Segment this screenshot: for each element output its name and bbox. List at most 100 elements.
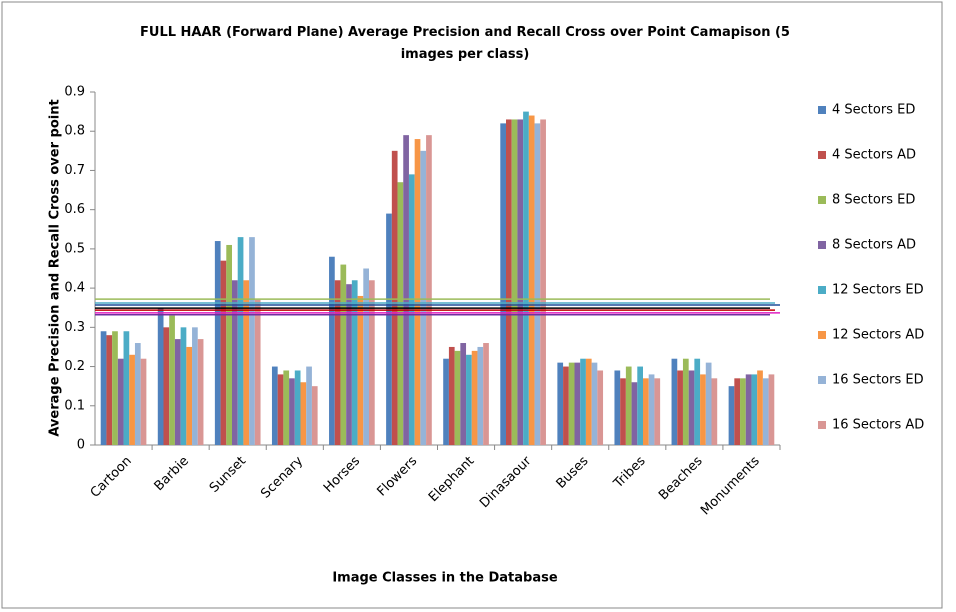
bar: [112, 331, 118, 445]
bar: [671, 358, 678, 445]
legend-label: 12 Sectors AD: [832, 328, 924, 343]
bar: [283, 370, 290, 445]
bar: [414, 139, 421, 446]
legend-label: 16 Sectors ED: [832, 373, 924, 388]
bar: [694, 358, 701, 445]
bar: [757, 370, 763, 445]
bar: [557, 362, 564, 445]
bar: [643, 378, 649, 445]
bar: [192, 327, 198, 445]
bar: [351, 280, 358, 445]
legend-label: 4 Sectors AD: [832, 148, 916, 163]
bar: [334, 280, 341, 445]
chart-title: FULL HAAR (Forward Plane) Average Precis…: [140, 25, 790, 62]
bar: [728, 386, 735, 445]
legend-label: 12 Sectors ED: [832, 283, 924, 298]
bar: [762, 378, 769, 445]
bar: [591, 362, 598, 445]
bar: [426, 135, 432, 445]
bar: [186, 346, 193, 445]
bar: [100, 331, 107, 445]
bar: [768, 374, 775, 445]
y-tick-label: 0.2: [64, 359, 85, 374]
bar: [391, 150, 398, 446]
legend-swatch: [818, 151, 826, 159]
bar: [311, 386, 318, 445]
legend-label: 8 Sectors ED: [832, 193, 915, 208]
bar: [688, 370, 695, 445]
bar: [597, 370, 604, 445]
bar: [346, 284, 352, 445]
bar: [614, 370, 621, 445]
bar: [329, 256, 335, 445]
bar: [705, 362, 712, 445]
y-axis-label: Average Precision and Recall Cross over …: [48, 99, 63, 436]
bar: [471, 350, 478, 445]
bar: [306, 366, 312, 445]
bar: [243, 280, 250, 445]
bar: [197, 339, 204, 445]
bar: [180, 327, 187, 445]
y-tick-label: 0.8: [64, 124, 85, 139]
bar: [477, 346, 484, 445]
bar: [134, 343, 141, 445]
bar: [294, 370, 301, 445]
y-tick-label: 0.1: [64, 398, 85, 413]
bar: [277, 374, 284, 445]
bar: [528, 115, 535, 446]
bar: [700, 374, 706, 445]
bar: [254, 299, 261, 445]
bar: [631, 382, 638, 445]
legend-label: 16 Sectors AD: [832, 418, 924, 433]
x-axis-label: Image Classes in the Database: [332, 571, 558, 586]
bar: [506, 119, 512, 445]
bar: [249, 237, 255, 445]
bar: [454, 350, 461, 445]
bar: [517, 119, 524, 445]
bar: [563, 366, 569, 445]
y-tick-label: 0.5: [64, 241, 85, 256]
legend-swatch: [818, 421, 826, 429]
bar: [271, 366, 278, 445]
legend-label: 4 Sectors ED: [832, 103, 915, 118]
bar: [654, 378, 661, 445]
bar: [745, 374, 752, 445]
bar: [117, 358, 124, 445]
bar: [734, 378, 741, 445]
bar: [420, 150, 427, 446]
bar: [369, 280, 375, 445]
bar: [397, 182, 404, 445]
bar: [448, 346, 455, 445]
bar: [620, 378, 626, 445]
bar: [140, 358, 147, 445]
y-tick-label: 0.9: [64, 85, 85, 100]
y-tick-label: 0.6: [64, 202, 85, 217]
bar: [363, 268, 369, 445]
bar: [386, 213, 392, 445]
bar: [574, 362, 581, 445]
legend-swatch: [818, 241, 826, 249]
bar: [226, 244, 232, 445]
bar: [123, 331, 130, 445]
bar: [214, 241, 221, 445]
bar: [500, 123, 506, 445]
bar: [625, 366, 632, 445]
bar: [483, 343, 489, 445]
legend-swatch: [818, 106, 826, 114]
bar: [106, 335, 113, 445]
bar: [534, 123, 541, 445]
y-tick-label: 0.4: [64, 281, 85, 296]
bar: [174, 339, 181, 445]
y-tick-label: 0: [77, 438, 85, 453]
bar: [169, 315, 175, 445]
legend-label: 8 Sectors AD: [832, 238, 916, 253]
legend-swatch: [818, 286, 826, 294]
bar: [289, 378, 295, 445]
bar: [711, 378, 718, 445]
bar: [237, 237, 244, 445]
bar: [523, 111, 529, 445]
bar: [357, 295, 364, 445]
bar: [466, 354, 472, 445]
